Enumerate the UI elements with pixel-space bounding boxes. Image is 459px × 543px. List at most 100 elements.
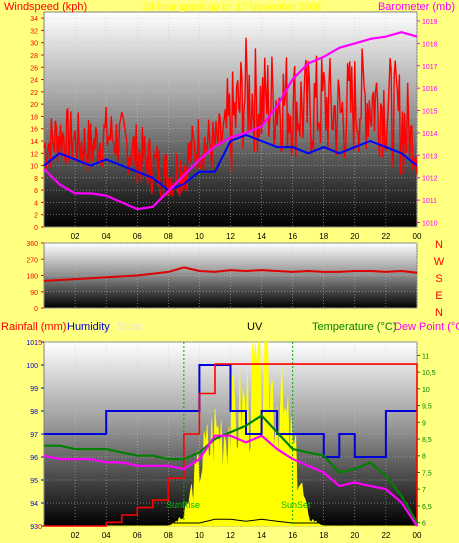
y-tick-label: 10 <box>30 164 38 171</box>
x-tick-label: 20 <box>350 232 359 241</box>
y-tick-label: 1017 <box>422 64 438 71</box>
windspeed-axis-label: Windspeed (kph) <box>4 1 87 13</box>
y-axis-humidity: 93 94 95 96 97 98 99 100 101 <box>26 340 44 531</box>
x-tick-label: 08 <box>164 232 173 241</box>
x-tick-label: 12 <box>226 531 235 540</box>
y-tick-label: 12 <box>30 151 38 158</box>
y-tick-label: 94 <box>30 501 38 508</box>
compass-label: W <box>434 256 445 268</box>
y-tick-label: 96 <box>30 455 38 462</box>
y-tick-label: 28 <box>30 53 38 60</box>
y-tick-label: 0 <box>34 306 38 313</box>
series-layer <box>43 341 418 527</box>
y-tick-label: 26 <box>30 65 38 72</box>
y-tick-label: 99 <box>30 386 38 393</box>
x-tick-label: 10 <box>195 531 204 540</box>
y-axis-left: 0 90 180 270 360 <box>26 241 44 313</box>
y-tick-label: 1011 <box>422 198 437 205</box>
y-tick-label: 6 <box>422 521 426 528</box>
dewpoint-line <box>43 434 418 527</box>
y-tick-label: 9 <box>422 420 426 427</box>
x-tick-label: 00 <box>413 531 422 540</box>
x-tick-label: 18 <box>319 531 328 540</box>
series-layer <box>43 31 418 211</box>
y-tick-label: 14 <box>30 139 38 146</box>
rainfall-line <box>44 363 418 527</box>
temperature-line <box>44 414 418 524</box>
x-tick-label: 06 <box>133 531 142 540</box>
wind-average-line <box>43 133 418 192</box>
humidity-label: Humidity <box>67 321 110 333</box>
y-axis-temperature: 6 6,5 7 7,5 8 8,5 9 9,5 10 10,5 11 <box>417 353 436 528</box>
barometer-axis-label: Barometer (mb) <box>378 1 455 13</box>
x-tick-label: 08 <box>164 531 173 540</box>
y-tick-label: 1013 <box>422 153 438 160</box>
y-tick-label: 10,5 <box>422 370 436 377</box>
x-tick-label: 04 <box>102 232 111 241</box>
barometer-line <box>43 31 418 211</box>
y-tick-label: 1010 <box>422 221 438 228</box>
compass-label: E <box>435 290 442 302</box>
x-tick-label: 14 <box>257 232 266 241</box>
y-tick-label: 24 <box>30 78 38 85</box>
y-tick-label: 4 <box>34 200 38 207</box>
x-tick-label: 22 <box>381 232 390 241</box>
x-tick-label: 00 <box>413 232 422 241</box>
y-tick-label: 0 <box>34 225 38 232</box>
y-tick-label: 101 <box>26 340 38 347</box>
sunrise-label: SunRise <box>166 500 200 510</box>
x-tick-label: 20 <box>350 531 359 540</box>
y-tick-label: 6 <box>34 188 38 195</box>
x-tick-label: 18 <box>319 232 328 241</box>
rain-tick-label: 5 <box>38 340 42 347</box>
solar-label: Solar <box>117 321 143 333</box>
y-tick-label: 16 <box>30 127 38 134</box>
y-tick-label: 1014 <box>422 131 438 138</box>
x-tick-label: 16 <box>288 232 297 241</box>
y-tick-label: 1018 <box>422 41 438 48</box>
x-tick-label: 12 <box>226 232 235 241</box>
y-tick-label: 90 <box>30 290 38 297</box>
x-tick-label: 16 <box>288 531 297 540</box>
y-tick-label: 6,5 <box>422 504 432 511</box>
humidity-line <box>44 364 417 458</box>
windspeed-line <box>43 37 418 198</box>
y-tick-label: 270 <box>26 257 38 264</box>
y-tick-label: 11 <box>422 353 429 360</box>
y-tick-label: 10 <box>422 387 430 394</box>
y-tick-label: 34 <box>30 16 38 23</box>
series-layer <box>43 266 418 282</box>
y-tick-label: 95 <box>30 478 38 485</box>
y-tick-label: 1015 <box>422 109 438 116</box>
y-tick-label: 9,5 <box>422 404 432 411</box>
y-tick-label: 1019 <box>422 19 438 26</box>
y-tick-label: 1016 <box>422 86 438 93</box>
y-tick-label: 8,5 <box>422 437 432 444</box>
y-tick-label: 180 <box>26 274 38 281</box>
x-tick-label: 02 <box>71 531 80 540</box>
sunset-label: SunSet <box>281 500 311 510</box>
x-tick-label: 06 <box>133 232 142 241</box>
compass-label: N <box>435 307 443 319</box>
y-axis-right: 1010 1011 1012 1013 1014 1015 1016 1017 1018 1019 <box>417 19 438 228</box>
wind-direction-line <box>43 266 418 282</box>
x-axis: 02 04 06 08 10 12 14 16 18 20 22 00 <box>71 232 422 241</box>
dewpoint-label: Dew Point (°C) <box>394 321 459 333</box>
y-tick-label: 1012 <box>422 176 438 183</box>
rain-tick-label: 0 <box>38 524 42 531</box>
x-tick-label: 10 <box>195 232 204 241</box>
y-tick-label: 8 <box>422 454 426 461</box>
compass-label: S <box>435 273 442 285</box>
y-tick-label: 20 <box>30 102 38 109</box>
grid-lines <box>44 242 418 309</box>
rainfall-label: Rainfall (mm) <box>1 321 66 333</box>
y-tick-label: 22 <box>30 90 38 97</box>
y-tick-label: 7,5 <box>422 470 432 477</box>
y-tick-label: 360 <box>26 241 38 248</box>
y-tick-label: 18 <box>30 114 38 121</box>
